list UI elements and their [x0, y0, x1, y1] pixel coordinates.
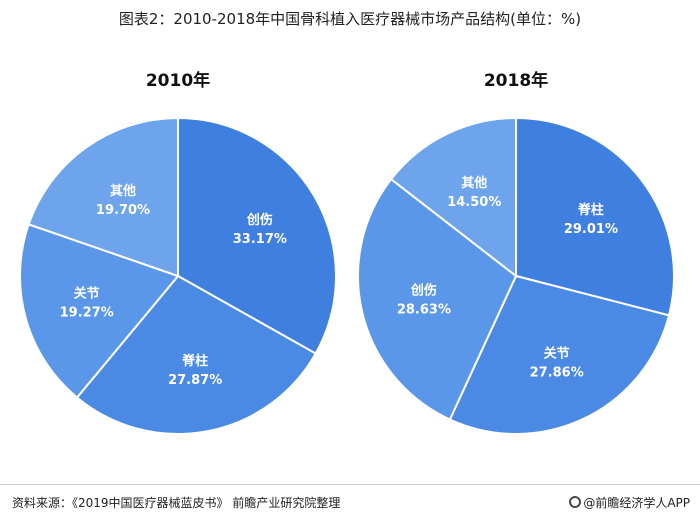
brand-logo-icon [569, 496, 582, 508]
pie-slice-2010-3 [27, 116, 179, 278]
pie-svg-2018: 脊柱 29.01% 关节 27.86% 创伤 28.63% 其他 14.50% [357, 116, 675, 435]
slice-label: 脊柱 [181, 353, 208, 369]
slice-value: 19.70% [96, 203, 150, 218]
footer: 资料来源：《2019中国医疗器械蓝皮书》 前瞻产业研究院整理 @前瞻经济学人AP… [0, 484, 700, 517]
slice-label: 脊柱 [577, 202, 604, 218]
pie-slice-2018-2 [357, 177, 518, 421]
pie-slice-2018-1 [448, 274, 671, 435]
slice-label: 其他 [110, 183, 136, 199]
slice-label: 创伤 [410, 283, 437, 299]
brand: @前瞻经济学人APP [569, 494, 690, 511]
pie-svg-2010: 创伤 33.17% 脊柱 27.87% 关节 19.27% 其他 19.70% [19, 116, 337, 435]
pie-slice-2010-2 [19, 223, 180, 399]
figure-title: 图表2：2010-2018年中国骨科植入医疗器械市场产品结构(单位：%) [118, 10, 582, 28]
slice-value: 29.01% [564, 222, 618, 237]
slice-value: 19.27% [60, 305, 114, 320]
pie-chart-2018: 2018年 脊柱 29.01% 关节 27.86% 创伤 28.63% 其他 14.50% [346, 60, 686, 450]
slice-label: 创伤 [246, 212, 273, 228]
brand-text: @前瞻经济学人APP [583, 496, 690, 510]
slice-value: 27.87% [168, 373, 222, 388]
pie-slice-2018-3 [389, 116, 517, 279]
slice-value: 33.17% [233, 232, 287, 247]
pie-chart-2010: 2010年 创伤 33.17% 脊柱 27.87% 关节 19.27% 其他 19.70% [8, 60, 348, 450]
pie-slice-2018-0 [515, 116, 675, 317]
slice-value: 27.86% [530, 366, 584, 381]
slice-label: 关节 [544, 346, 570, 362]
pie-slice-2010-1 [75, 274, 318, 435]
source-note: 资料来源：《2019中国医疗器械蓝皮书》 前瞻产业研究院整理 [12, 496, 341, 510]
slice-value: 14.50% [447, 195, 501, 210]
pie-slice-2010-0 [177, 116, 337, 355]
slice-value: 28.63% [397, 303, 451, 318]
pie-title-2018: 2018年 [483, 71, 549, 91]
slice-label: 其他 [461, 175, 487, 191]
pie-title-2010: 2010年 [145, 71, 211, 91]
slice-label: 关节 [74, 285, 100, 301]
